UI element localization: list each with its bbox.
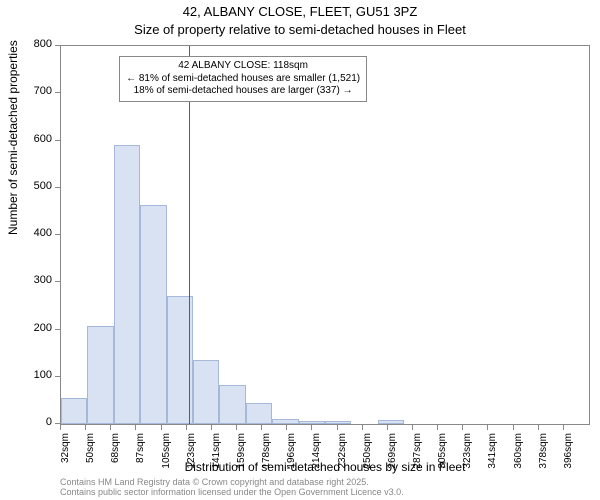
x-tick-mark xyxy=(311,425,312,430)
x-tick-mark xyxy=(337,425,338,430)
x-tick-mark xyxy=(236,425,237,430)
plot-area: 42 ALBANY CLOSE: 118sqm← 81% of semi-det… xyxy=(60,45,590,425)
histogram-bar xyxy=(87,326,113,424)
y-tick-label: 800 xyxy=(34,38,52,50)
x-axis-label: Distribution of semi-detached houses by … xyxy=(60,460,590,474)
x-tick-mark xyxy=(538,425,539,430)
x-tick-mark xyxy=(161,425,162,430)
x-ticks: 32sqm50sqm68sqm87sqm105sqm123sqm141sqm15… xyxy=(60,425,590,465)
y-tick-label: 600 xyxy=(34,133,52,145)
annotation-box: 42 ALBANY CLOSE: 118sqm← 81% of semi-det… xyxy=(119,56,367,102)
x-tick-mark xyxy=(362,425,363,430)
x-tick-mark xyxy=(412,425,413,430)
y-tick-label: 200 xyxy=(34,322,52,334)
x-tick-mark xyxy=(286,425,287,430)
chart-title: 42, ALBANY CLOSE, FLEET, GU51 3PZ xyxy=(0,4,600,19)
x-tick-mark xyxy=(487,425,488,430)
chart-subtitle: Size of property relative to semi-detach… xyxy=(0,22,600,37)
x-tick-mark xyxy=(563,425,564,430)
histogram-bar xyxy=(219,385,245,424)
histogram-bar xyxy=(272,419,298,424)
histogram-bar xyxy=(61,398,87,424)
footer-line-2: Contains public sector information licen… xyxy=(60,488,404,498)
x-tick-mark xyxy=(85,425,86,430)
histogram-bar xyxy=(140,205,166,424)
x-tick-mark xyxy=(462,425,463,430)
histogram-bar xyxy=(246,403,272,424)
annotation-line: ← 81% of semi-detached houses are smalle… xyxy=(126,73,360,86)
x-tick-mark xyxy=(60,425,61,430)
annotation-line: 18% of semi-detached houses are larger (… xyxy=(126,85,360,98)
histogram-bar xyxy=(325,421,351,424)
y-ticks: 0100200300400500600700800 xyxy=(0,45,60,425)
y-tick-label: 700 xyxy=(34,85,52,97)
x-tick-mark xyxy=(387,425,388,430)
y-tick-label: 400 xyxy=(34,227,52,239)
x-tick-mark xyxy=(135,425,136,430)
histogram-bar xyxy=(114,145,140,424)
y-tick-label: 100 xyxy=(34,369,52,381)
reference-line xyxy=(189,46,190,424)
histogram-bar xyxy=(193,360,219,424)
bars xyxy=(61,46,589,424)
histogram-bar xyxy=(299,421,325,424)
annotation-line: 42 ALBANY CLOSE: 118sqm xyxy=(126,60,360,73)
x-tick-mark xyxy=(211,425,212,430)
x-tick-mark xyxy=(437,425,438,430)
x-tick-mark xyxy=(261,425,262,430)
y-tick-label: 500 xyxy=(34,180,52,192)
x-tick-mark xyxy=(186,425,187,430)
x-tick-mark xyxy=(110,425,111,430)
histogram-bar xyxy=(378,420,404,424)
y-tick-label: 300 xyxy=(34,274,52,286)
y-tick-label: 0 xyxy=(46,416,52,428)
x-tick-mark xyxy=(513,425,514,430)
footer: Contains HM Land Registry data © Crown c… xyxy=(60,478,404,498)
